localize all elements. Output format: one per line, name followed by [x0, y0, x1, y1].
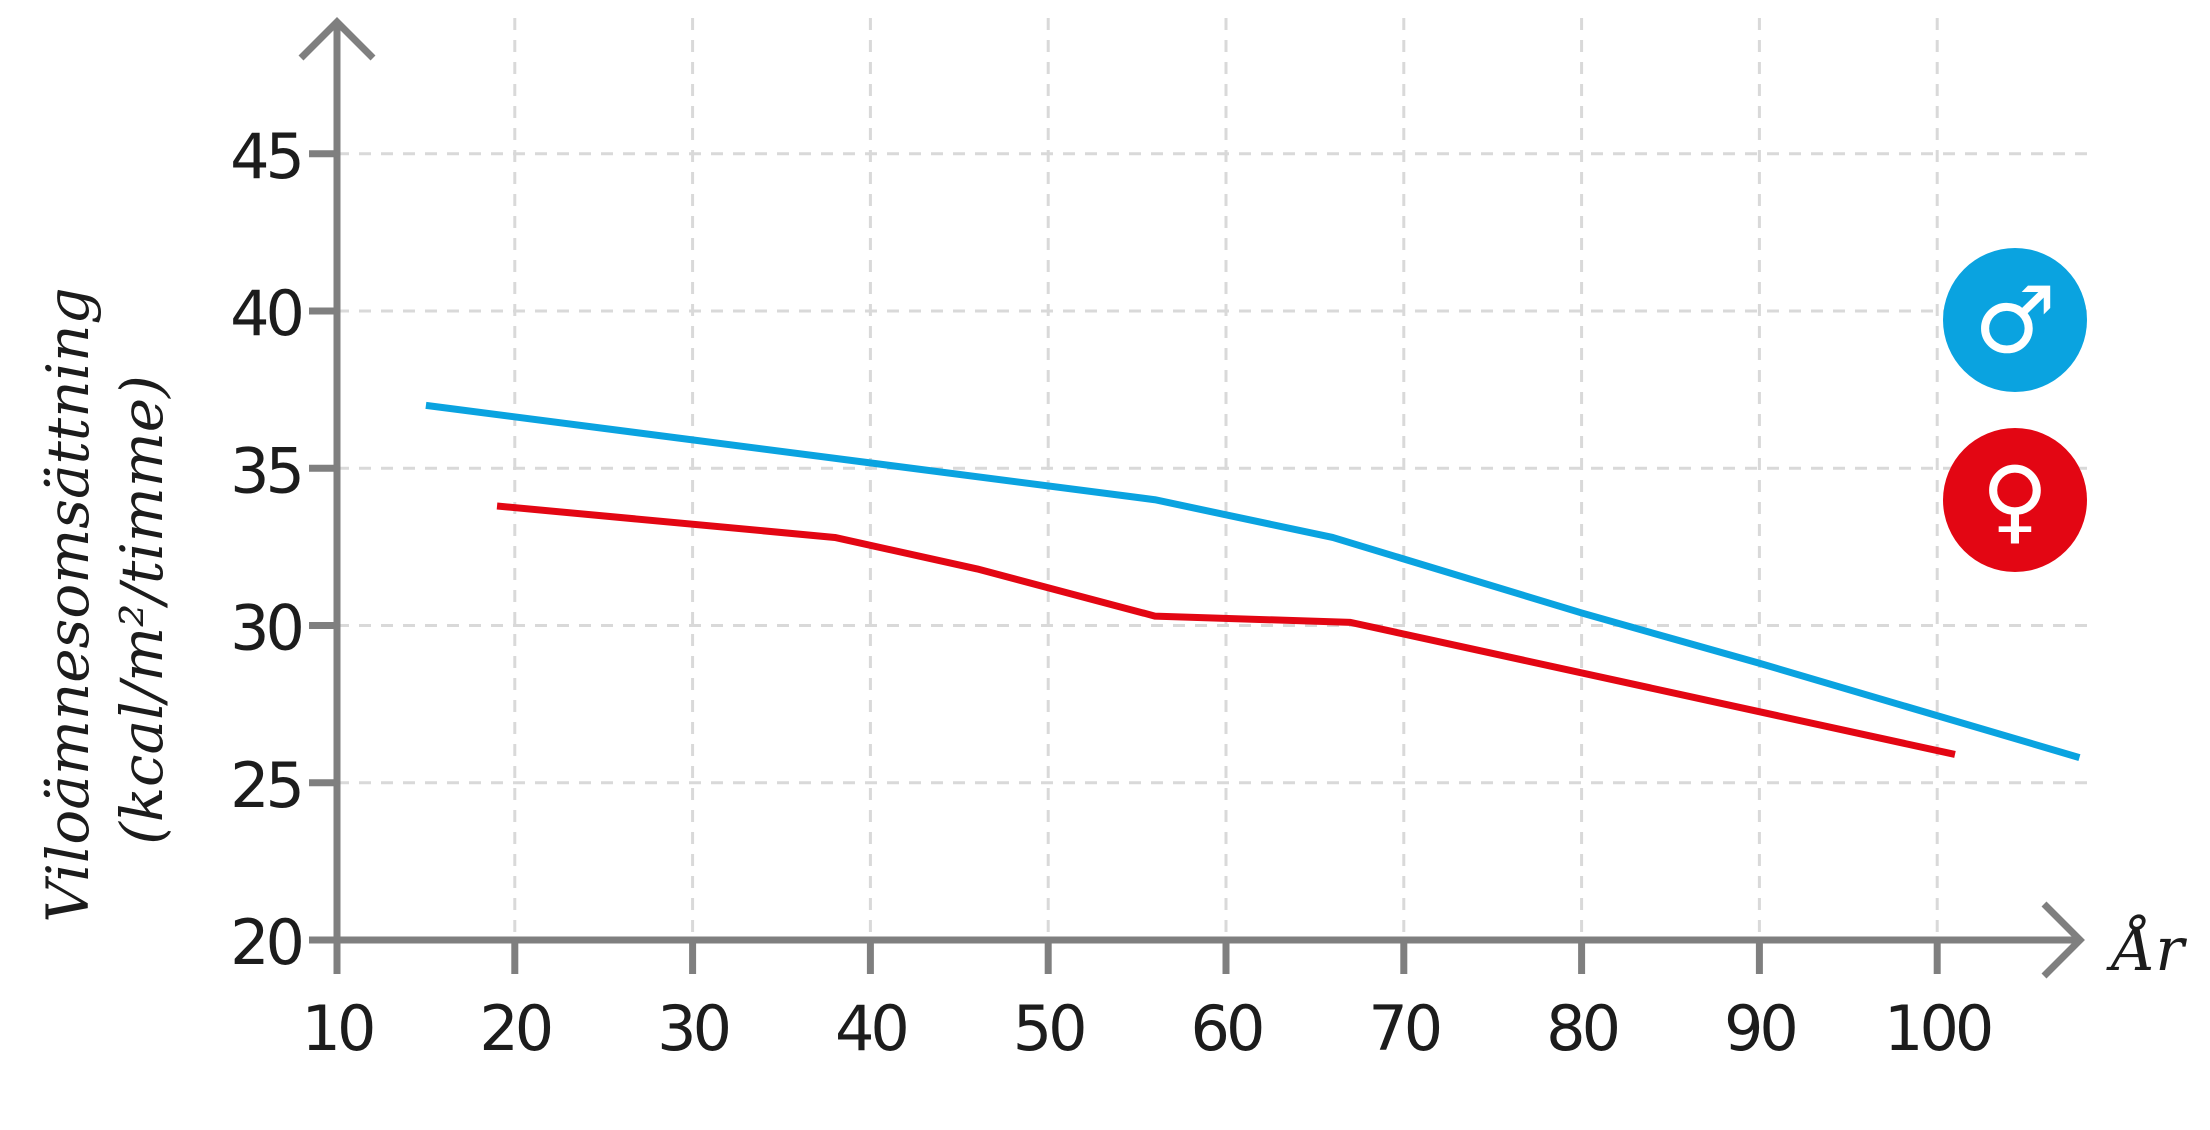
- y-axis-arrow: [298, 17, 376, 61]
- series-line-female: [496, 502, 1956, 758]
- x-tick-label: 40: [835, 992, 906, 1065]
- x-tick-label: 30: [657, 992, 728, 1065]
- y-axis-label: Viloämnesomsättning: [34, 287, 102, 922]
- y-tick-label: 35: [230, 434, 301, 507]
- x-tick-label: 20: [479, 992, 550, 1065]
- y-tick-label: 40: [230, 277, 301, 350]
- series-line-male: [425, 401, 2081, 761]
- grid: [337, 18, 2090, 940]
- legend: ♂♀: [1943, 248, 2087, 572]
- x-tick-label: 90: [1724, 992, 1795, 1065]
- y-tick-label: 25: [230, 749, 301, 822]
- series-lines: [425, 401, 2081, 761]
- x-axis-label: År: [2106, 914, 2187, 985]
- x-axis-arrow: [2041, 901, 2085, 979]
- legend-badge: [1943, 248, 2087, 392]
- x-tick-label: 100: [1884, 992, 1991, 1065]
- y-tick-label: 45: [230, 120, 301, 193]
- axes: [298, 17, 2085, 979]
- y-axis-unit-label: (kcal/m²/timme): [108, 375, 176, 845]
- male-symbol-icon: ♂: [1974, 267, 2056, 374]
- y-tick-label: 20: [230, 906, 301, 979]
- x-tick-label: 60: [1191, 992, 1262, 1065]
- x-tick-label: 80: [1546, 992, 1617, 1065]
- female-symbol-icon: ♀: [1981, 447, 2048, 554]
- y-tick-label: 30: [230, 592, 301, 665]
- x-tick-label: 50: [1013, 992, 1084, 1065]
- x-tick-label: 70: [1368, 992, 1439, 1065]
- x-tick-label: 10: [302, 992, 373, 1065]
- legend-badge: [1943, 428, 2087, 572]
